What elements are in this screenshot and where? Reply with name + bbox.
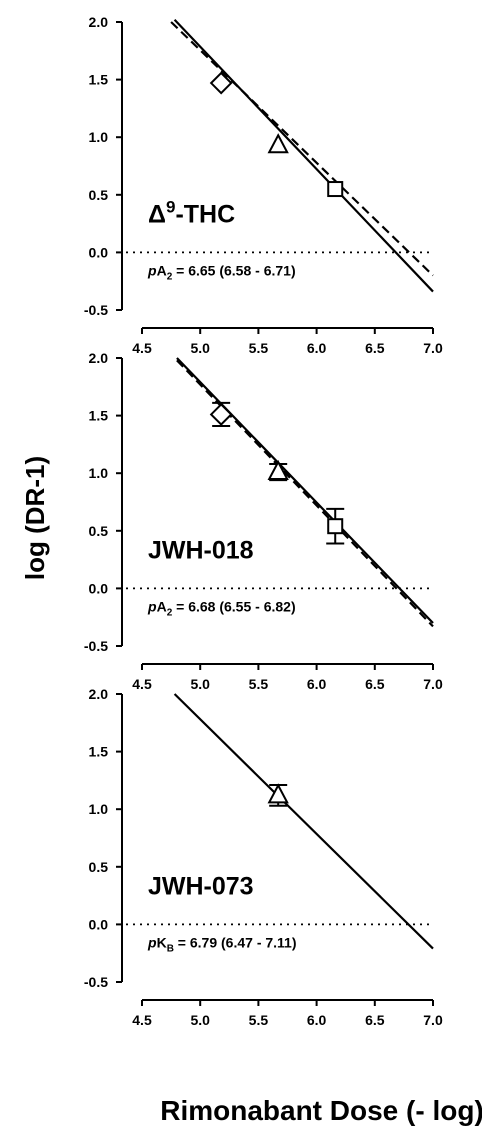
y-tick-label: 1.5 <box>89 408 109 424</box>
x-tick-label: 5.5 <box>249 1012 269 1028</box>
y-tick-label: -0.5 <box>84 638 108 654</box>
y-tick-label: 2.0 <box>89 14 109 30</box>
pa2-annotation: pA2 = 6.68 (6.55 - 6.82) <box>147 598 296 618</box>
y-tick-label: 2.0 <box>89 686 109 702</box>
chart-panel-3: 2.0 1.5 1.0 0.5 0.0 -0.5 4.5 5.0 5.5 6.0 6.5 7.0 JWH… <box>84 686 443 1028</box>
panel-label-text: -THC <box>175 200 235 228</box>
annotation-sub: 2 <box>167 271 173 282</box>
x-tick-label: 4.5 <box>132 676 152 692</box>
square-point <box>327 518 344 535</box>
x-tick-label: 5.0 <box>190 1012 210 1028</box>
annotation-rest: = 6.79 (6.47 - 7.11) <box>174 934 297 950</box>
annotation-p: p <box>147 598 157 614</box>
y-tick-label: 0.0 <box>89 244 109 260</box>
x-tick-label: 7.0 <box>423 1012 443 1028</box>
triangle-point <box>267 783 289 804</box>
pa2-annotation: pA2 = 6.65 (6.58 - 6.71) <box>147 262 296 282</box>
y-tick-label: 1.5 <box>89 72 109 88</box>
panel-label: JWH-073 <box>148 872 254 900</box>
diamond-point <box>209 71 233 95</box>
solid-fit-line <box>173 693 434 950</box>
annotation-p: p <box>147 262 157 278</box>
solid-fit-line <box>176 357 434 624</box>
panel-label-prefix: Δ <box>148 200 166 228</box>
y-tick-label: 0.0 <box>89 580 109 596</box>
panel-label: Δ9-THC <box>148 197 235 228</box>
y-tick-label: 0.0 <box>89 916 109 932</box>
panel-label: JWH-018 <box>148 536 254 564</box>
y-tick-label: -0.5 <box>84 974 108 990</box>
annotation-sym: K <box>157 934 167 950</box>
dashed-fit-line <box>176 359 434 628</box>
annotation-p: p <box>147 934 157 950</box>
y-tick-label: 1.0 <box>89 465 109 481</box>
annotation-sub: B <box>167 943 174 954</box>
dashed-fit-line <box>170 21 434 277</box>
y-tick-label: -0.5 <box>84 302 108 318</box>
solid-fit-line <box>173 18 434 293</box>
square-point <box>327 181 344 198</box>
x-tick-label: 5.5 <box>249 340 269 356</box>
annotation-sub: 2 <box>167 607 173 618</box>
x-tick-label: 4.5 <box>132 340 152 356</box>
x-tick-label: 6.5 <box>365 1012 385 1028</box>
annotation-rest: = 6.65 (6.58 - 6.71) <box>172 262 295 278</box>
annotation-sym: A <box>157 598 167 614</box>
y-tick-label: 2.0 <box>89 350 109 366</box>
annotation-sym: A <box>157 262 167 278</box>
diamond-point <box>209 403 233 426</box>
y-axis-label: log (DR-1) <box>20 456 50 580</box>
x-tick-label: 6.0 <box>307 676 327 692</box>
x-tick-label: 5.5 <box>249 676 269 692</box>
pa2-annotation: pKB = 6.79 (6.47 - 7.11) <box>147 934 297 954</box>
annotation-rest: = 6.68 (6.55 - 6.82) <box>172 598 295 614</box>
triangle-point <box>267 133 289 154</box>
chart-panel-1: 2.0 1.5 1.0 0.5 0.0 -0.5 4.5 5.0 5.5 6.0 6.5 7.0 Δ9-… <box>84 14 443 356</box>
y-tick-label: 1.0 <box>89 801 109 817</box>
y-tick-label: 0.5 <box>89 187 109 203</box>
x-axis-label: Rimonabant Dose (- log) <box>160 1095 482 1126</box>
x-tick-label: 6.5 <box>365 340 385 356</box>
x-tick-label: 5.0 <box>190 340 210 356</box>
x-tick-label: 6.0 <box>307 1012 327 1028</box>
y-tick-label: 1.5 <box>89 744 109 760</box>
x-tick-label: 6.5 <box>365 676 385 692</box>
x-tick-label: 6.0 <box>307 340 327 356</box>
y-tick-label: 1.0 <box>89 129 109 145</box>
x-tick-label: 7.0 <box>423 676 443 692</box>
y-tick-label: 0.5 <box>89 859 109 875</box>
triangle-point <box>267 459 289 481</box>
x-tick-label: 4.5 <box>132 1012 152 1028</box>
y-tick-label: 0.5 <box>89 523 109 539</box>
x-tick-label: 7.0 <box>423 340 443 356</box>
x-tick-label: 5.0 <box>190 676 210 692</box>
chart-panel-2: 2.0 1.5 1.0 0.5 0.0 -0.5 4.5 5.0 5.5 6.0 6.5 7.0 JWH… <box>84 350 443 692</box>
panel-label-superscript: 9 <box>166 197 175 216</box>
